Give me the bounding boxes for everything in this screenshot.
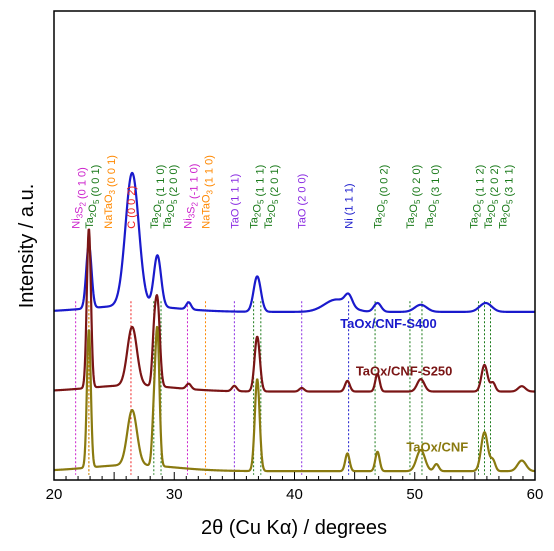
peak-annotation: Ta2O5 (2 0 2) <box>483 165 501 229</box>
x-axis-title: 2θ (Cu Kα) / degrees <box>201 517 387 539</box>
peak-annotation: Ni (1 1 1) <box>344 183 356 228</box>
series-label: TaOx/CNF-S400 <box>340 316 437 331</box>
series-label: TaOx/CNF-S250 <box>356 364 453 379</box>
y-axis-title: Intensity / a.u. <box>16 184 38 309</box>
peak-annotation: Ta2O5 (2 0 1) <box>263 165 281 229</box>
x-tick-label: 60 <box>527 486 544 503</box>
peak-annotation: Ta2O5 (0 0 1) <box>84 165 102 229</box>
peak-annotation: NaTaO3 (0 0 1) <box>103 155 118 229</box>
peak-annotation: C (0 0 2) <box>126 186 138 229</box>
x-tick-label: 30 <box>166 486 183 503</box>
diffraction-curves <box>53 171 536 473</box>
peak-annotation: Ta2O5 (3 1 1) <box>498 165 516 229</box>
x-tick-label: 40 <box>286 486 303 503</box>
series-labels: TaOx/CNF-S400 TaOx/CNF-S250 TaOx/CNF <box>340 316 468 455</box>
peak-annotation: Ta2O5 (2 0 0) <box>162 165 180 229</box>
series-line <box>53 171 536 313</box>
series-line <box>53 325 536 473</box>
plot-frame <box>53 10 536 481</box>
peak-annotation: TaO (2 0 0) <box>297 174 309 229</box>
peak-annotation: Ta2O5 (1 1 2) <box>469 165 487 229</box>
peak-annotation: Ta2O5 (1 1 0) <box>149 165 167 229</box>
peak-annotation: Ta2O5 (0 0 2) <box>373 165 391 229</box>
peak-annotation: Ta2O5 (3 1 0) <box>424 165 442 229</box>
peak-annotations: Ni3S2 (0 1 0)Ta2O5 (0 0 1)NaTaO3 (0 0 1)… <box>71 155 516 229</box>
series-label: TaOx/CNF <box>406 440 468 455</box>
x-tick-label: 50 <box>406 486 423 503</box>
x-axis: 20 30 40 50 60 <box>46 472 544 503</box>
peak-annotation: Ni3S2 (-1 1 0) <box>183 164 201 229</box>
peak-annotation: Ta2O5 (1 1 1) <box>249 165 267 229</box>
series-line <box>53 228 536 393</box>
peak-annotation: TaO (1 1 1) <box>229 174 241 229</box>
x-tick-label: 20 <box>46 486 63 503</box>
peak-annotation: NaTaO3 (1 1 0) <box>201 155 216 229</box>
peak-annotation: Ni3S2 (0 1 0) <box>71 167 89 229</box>
peak-annotation: Ta2O5 (0 2 0) <box>405 165 423 229</box>
